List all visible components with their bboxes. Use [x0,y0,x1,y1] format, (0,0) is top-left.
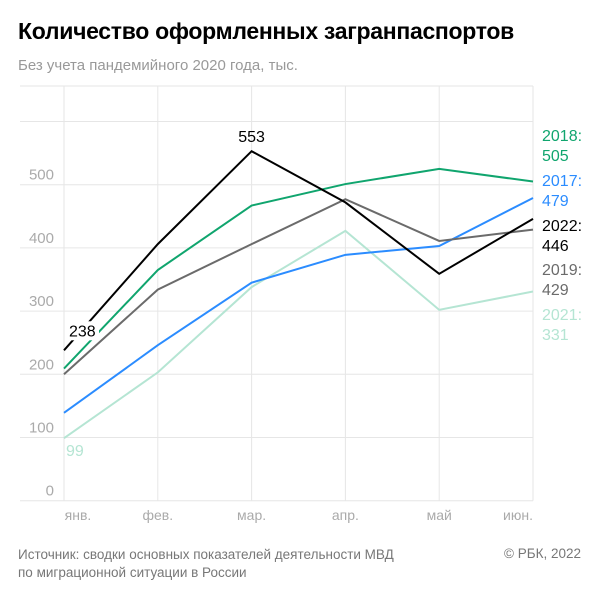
end-label-2017: 2017: [542,173,582,190]
y-tick-label: 0 [46,483,54,500]
end-label-2021: 2021: [542,307,582,324]
series-line-2019 [63,198,534,376]
annotation-bg [67,321,99,341]
chart-subtitle: Без учета пандемийного 2020 года, тыс. [18,57,298,74]
series-line-2022 [63,149,534,351]
y-tick-label: 500 [29,167,54,184]
x-tick-label: фев. [142,507,173,523]
source-line-1: Источник: сводки основных показателей де… [18,547,394,562]
copyright: © РБК, 2022 [504,546,581,561]
source-line-2: по миграционной ситуации в России [18,565,247,580]
end-value-2021: 331 [542,327,569,344]
series-line-2018 [63,167,534,370]
chart-title: Количество оформленных загранпаспортов [18,18,514,44]
end-value-2022: 446 [542,238,569,255]
data-label-2021: 99 [66,443,84,460]
end-value-2019: 429 [542,282,569,299]
x-tick-label: мар. [237,507,266,523]
y-tick-label: 300 [29,293,54,310]
end-label-2019: 2019: [542,262,582,279]
y-tick-label: 100 [29,420,54,437]
series-line-2021 [63,229,534,439]
x-tick-label: июн. [503,507,533,523]
y-tick-label: 400 [29,230,54,247]
end-value-2018: 505 [542,148,569,165]
y-tick-label: 200 [29,356,54,373]
x-tick-label: апр. [332,507,359,523]
end-label-2018: 2018: [542,128,582,145]
end-value-2017: 479 [542,193,569,210]
x-tick-label: янв. [65,507,92,523]
data-label-2022: 238 [69,323,96,340]
series-line-2017 [63,197,534,414]
end-label-2022: 2022: [542,218,582,235]
source-note: Источник: сводки основных показателей де… [18,546,394,582]
data-label-2022: 553 [238,129,265,146]
x-tick-label: май [427,507,452,523]
